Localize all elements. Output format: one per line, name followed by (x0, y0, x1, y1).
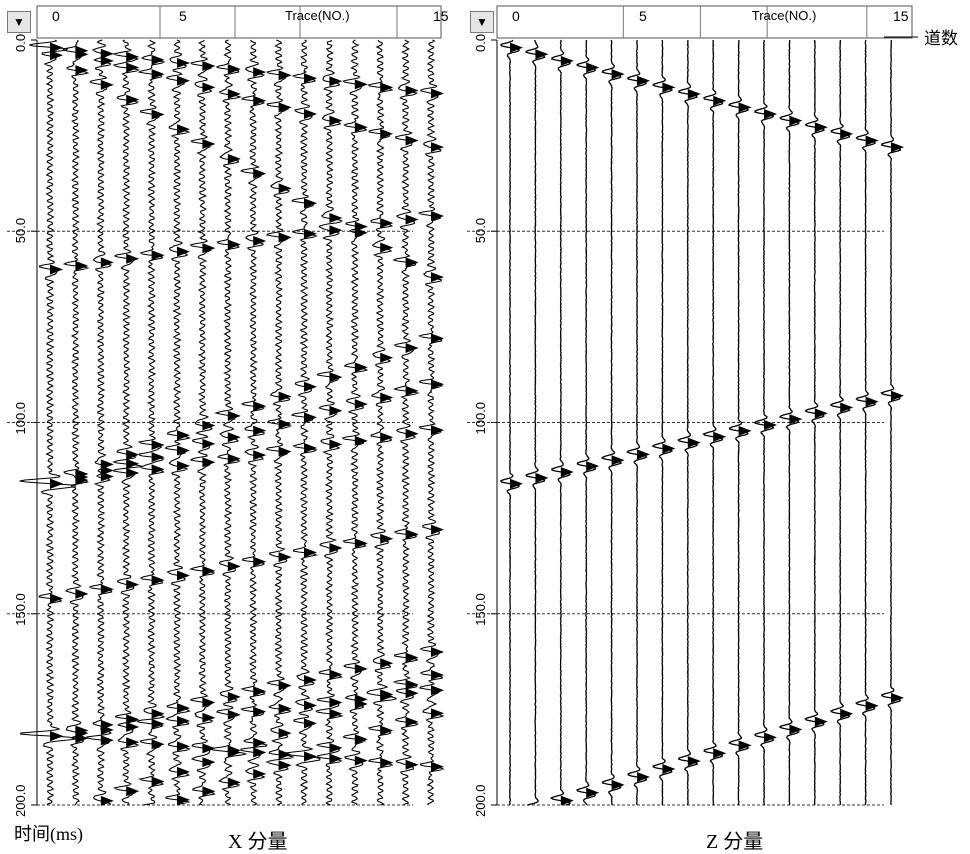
time-tick-label: 200.0 (473, 784, 488, 817)
trace-event-peak (355, 399, 368, 409)
trace-event-peak (177, 446, 190, 456)
trace-event-peak (228, 692, 241, 702)
trace-event-peak (355, 756, 368, 766)
time-tick-label: 150.0 (473, 593, 488, 626)
trace-event-peak (431, 272, 444, 282)
trace-count-caption: 道数 (924, 24, 958, 49)
trace-tick-label: 5 (179, 8, 187, 24)
trace-event-peak (406, 215, 419, 225)
time-tick-label: 150.0 (13, 593, 28, 626)
trace-event-peak (228, 561, 241, 571)
seismic-panel-x: 0 5 15 Trace(NO.) 0.0 50.0 100.0 150.0 200.0 (7, 6, 449, 817)
trace-event-peak (101, 796, 114, 806)
right-panel-dropdown-button[interactable]: ▼ (470, 11, 494, 33)
time-tick-label: 0.0 (473, 34, 488, 52)
trace-event-peak (329, 543, 342, 553)
trace-event-peak (406, 429, 419, 439)
time-tick-label: 200.0 (13, 784, 28, 817)
trace-event-peak (101, 257, 114, 267)
trace-event-peak (431, 525, 444, 535)
trace-event-peak (304, 752, 317, 762)
trace-event-peak (380, 432, 393, 442)
trace-event-peak (304, 109, 317, 119)
seismic-panel-z: 0 5 15 Trace(NO.) 0.0 50.0 100.0 150.0 200.0 (467, 6, 912, 817)
trace-event-peak (101, 472, 114, 482)
trace-event-peak (253, 67, 266, 77)
trace-event-peak (126, 580, 139, 590)
trace-event-peak (101, 80, 114, 90)
trace-event-peak (177, 58, 190, 68)
trace-event-peak (406, 85, 419, 95)
trace-event-peak (380, 353, 393, 363)
time-tick-label: 50.0 (473, 218, 488, 243)
trace-event-peak (431, 142, 444, 152)
trace-event-peak (202, 82, 215, 92)
trace-event-peak (329, 743, 342, 753)
trace-event-peak (279, 183, 292, 193)
trace-event-peak (304, 675, 317, 685)
trace-event-peak (329, 439, 342, 449)
trace-tick-label: 0 (512, 8, 520, 24)
trace-event-peak (50, 479, 63, 489)
x-panel-caption: X 分量 (228, 825, 287, 854)
time-axis-caption: 时间(ms) (14, 820, 83, 846)
trace-event-peak (202, 457, 215, 467)
time-tick-label: 100.0 (13, 402, 28, 435)
trace-event-peak (304, 382, 317, 392)
trace-event-peak (329, 697, 342, 707)
trace-event-peak (177, 571, 190, 581)
trace-event-peak (75, 589, 88, 599)
trace-event-peak (431, 685, 444, 695)
trace-event-peak (253, 426, 266, 436)
trace-event-peak (202, 61, 215, 71)
trace-event-peak (101, 56, 114, 66)
header-strip (37, 6, 441, 38)
left-panel-dropdown-button[interactable]: ▼ (7, 11, 31, 33)
trace-event-peak (380, 534, 393, 544)
header-strip (497, 6, 912, 38)
chevron-down-icon: ▼ (476, 16, 488, 28)
time-tick-label: 50.0 (13, 218, 28, 243)
trace-event-peak (406, 688, 419, 698)
trace-event-peak (279, 728, 292, 738)
trace-event-peak (329, 76, 342, 86)
trace-event-peak (279, 552, 292, 562)
trace-event-peak (279, 760, 292, 770)
trace-tick-label: 0 (52, 8, 60, 24)
trace-event-peak (279, 232, 292, 242)
trace-event-peak (329, 225, 342, 235)
trace-event-peak (380, 658, 393, 668)
trace-event-peak (202, 713, 215, 723)
trace-event-peak (279, 681, 292, 691)
trace-event-peak (126, 786, 139, 796)
trace-event-peak (177, 461, 190, 471)
trace-tick-label: 15 (433, 8, 449, 24)
trace-event-peak (228, 432, 241, 442)
seismic-trace (881, 40, 900, 805)
trace-tick-label: 5 (639, 8, 647, 24)
trace-event-peak (50, 731, 63, 741)
trace-event-peak (228, 778, 241, 788)
trace-event-peak (304, 701, 317, 711)
trace-event-peak (253, 450, 266, 460)
trace-event-peak (253, 236, 266, 246)
trace-event-peak (355, 228, 368, 238)
time-tick-label: 100.0 (473, 402, 488, 435)
trace-axis-label: Trace(NO.) (285, 8, 350, 23)
trace-axis-label: Trace(NO.) (752, 8, 817, 23)
z-panel-caption: Z 分量 (706, 825, 763, 854)
trace-tick-label: 15 (893, 8, 909, 24)
time-tick-label: 0.0 (13, 34, 28, 52)
trace-event-peak (355, 664, 368, 674)
trace-event-peak (406, 760, 419, 770)
chevron-down-icon: ▼ (13, 16, 25, 28)
